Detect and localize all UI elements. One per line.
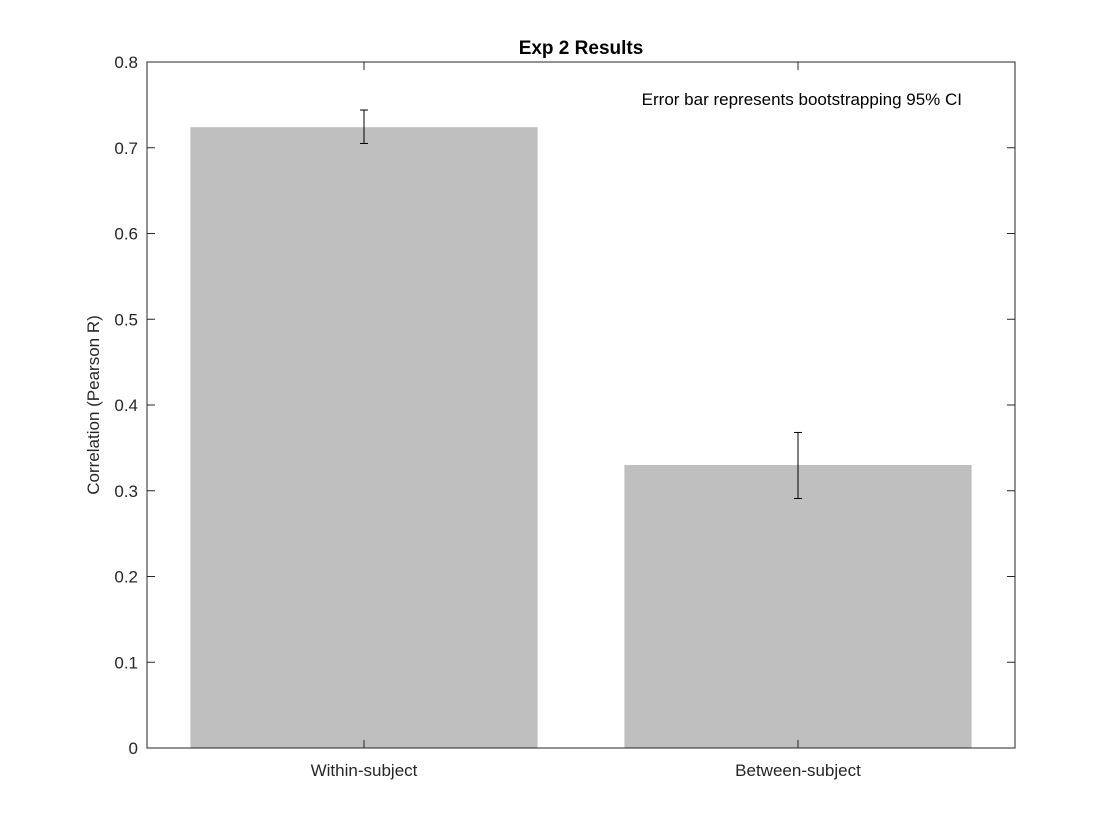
- bar-between-subject: [624, 465, 972, 748]
- y-axis-label: Correlation (Pearson R): [84, 315, 103, 495]
- error-bar-annotation: Error bar represents bootstrapping 95% C…: [642, 90, 962, 109]
- y-tick-label: 0.7: [114, 139, 138, 158]
- x-tick-label: Within-subject: [311, 761, 418, 780]
- y-tick-label: 0.3: [114, 482, 138, 501]
- y-tick-label: 0.6: [114, 225, 138, 244]
- error-bar: [360, 109, 368, 144]
- bars-layer: [190, 127, 972, 749]
- y-tick-label: 0.4: [114, 396, 138, 415]
- y-tick-label: 0.1: [114, 653, 138, 672]
- y-tick-label: 0.2: [114, 568, 138, 587]
- error-bar: [794, 431, 802, 499]
- ticks-layer: Within-subject Between-subject 0 0.1 0.2 0.3 0…: [114, 53, 1015, 780]
- x-tick-label: Between-subject: [735, 761, 861, 780]
- y-tick-label: 0: [129, 739, 138, 758]
- bar-within-subject: [190, 127, 538, 749]
- y-tick-label: 0.8: [114, 53, 138, 72]
- error-bars-layer: [360, 109, 802, 499]
- chart-title: Exp 2 Results: [519, 38, 644, 59]
- y-tick-label: 0.5: [114, 310, 138, 329]
